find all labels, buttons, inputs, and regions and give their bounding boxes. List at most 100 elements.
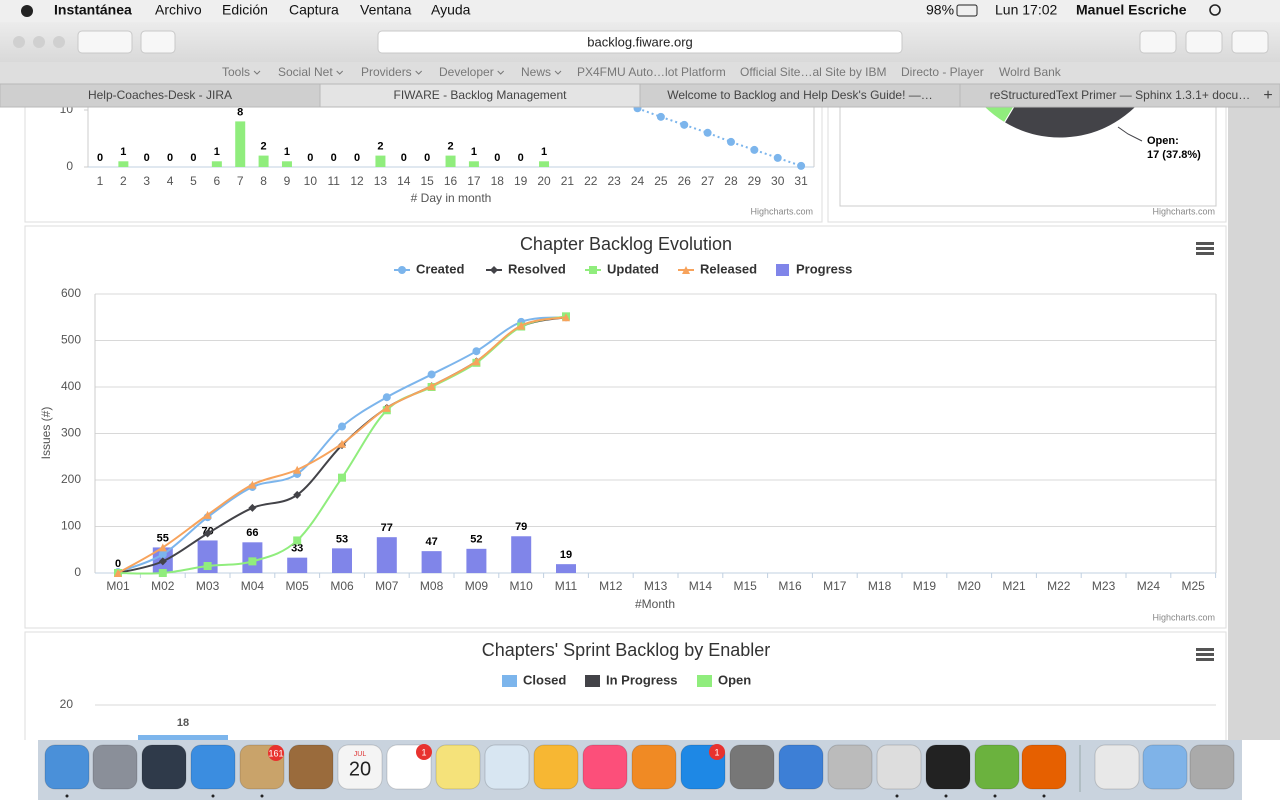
- credits[interactable]: Highcharts.com: [1152, 612, 1215, 622]
- dock-icon[interactable]: [1189, 744, 1235, 790]
- dock-icon[interactable]: [190, 744, 236, 790]
- dock-icon[interactable]: [533, 744, 579, 790]
- menu-item[interactable]: Ventana: [360, 2, 412, 18]
- bookmark[interactable]: Developer: [439, 65, 494, 79]
- chart-menu-icon[interactable]: [1196, 648, 1214, 661]
- marker: [680, 120, 689, 129]
- tab-title[interactable]: reStructuredText Primer — Sphinx 1.3.1+ …: [990, 88, 1250, 102]
- legend-label[interactable]: Created: [416, 261, 464, 276]
- dock-icon[interactable]: [729, 744, 775, 790]
- legend-label[interactable]: Open: [718, 672, 751, 687]
- legend-symbol: [502, 675, 517, 687]
- x-tick-label: 30: [771, 174, 785, 188]
- apple-logo[interactable]: [21, 5, 33, 17]
- bar: [445, 155, 456, 167]
- dock-icon[interactable]: [92, 744, 138, 790]
- tab[interactable]: [959, 83, 1280, 108]
- url[interactable]: backlog.fiware.org: [587, 34, 693, 49]
- data-label: 0: [97, 152, 103, 164]
- dock-icon[interactable]: [44, 744, 90, 790]
- bar: [258, 155, 269, 167]
- bookmark[interactable]: Wolrd Bank: [999, 65, 1062, 79]
- bookmark[interactable]: News: [521, 65, 551, 79]
- menu-item[interactable]: Archivo: [155, 2, 202, 18]
- data-label: 1: [541, 146, 547, 158]
- marker: [203, 510, 212, 519]
- dock-icon[interactable]: [435, 744, 481, 790]
- dock-icon[interactable]: [484, 744, 530, 790]
- legend-label[interactable]: Closed: [523, 672, 566, 687]
- legend-label[interactable]: Progress: [796, 261, 852, 276]
- url-field[interactable]: [377, 30, 903, 54]
- x-tick-label: M03: [196, 579, 220, 593]
- running-indicator: [895, 794, 899, 798]
- legend-label[interactable]: Released: [700, 261, 757, 276]
- menu-item[interactable]: Edición: [222, 2, 268, 18]
- menu-item[interactable]: Ayuda: [431, 2, 471, 18]
- spotlight[interactable]: [1209, 4, 1221, 16]
- bookmark[interactable]: Official Site…al Site by IBM: [740, 65, 887, 79]
- dock-icon[interactable]: [974, 744, 1020, 790]
- tabs-button[interactable]: [1185, 30, 1223, 54]
- chart-menu-icon[interactable]: [1196, 242, 1214, 255]
- dock-icon[interactable]: [1142, 744, 1188, 790]
- dock-icon[interactable]: [631, 744, 677, 790]
- legend-label[interactable]: In Progress: [606, 672, 678, 687]
- window-zoom[interactable]: [53, 36, 65, 48]
- x-tick-label: 15: [421, 174, 435, 188]
- x-tick-label: 1: [97, 174, 104, 188]
- bookmark[interactable]: Directo - Player: [901, 65, 984, 79]
- sidebar-button[interactable]: [140, 30, 176, 54]
- y-tick-label: 100: [61, 519, 81, 533]
- dock-icon[interactable]: [827, 744, 873, 790]
- bar: [376, 537, 397, 573]
- share-button[interactable]: [1139, 30, 1177, 54]
- x-tick-label: M10: [510, 579, 534, 593]
- y-tick-label: 600: [61, 286, 81, 300]
- bookmark[interactable]: Tools: [222, 65, 250, 79]
- legend-label[interactable]: Resolved: [508, 261, 566, 276]
- dock-icon[interactable]: [876, 744, 922, 790]
- menu-item[interactable]: Captura: [289, 2, 339, 18]
- x-tick-label: 11: [327, 174, 340, 188]
- dock-icon[interactable]: [925, 744, 971, 790]
- dock-icon[interactable]: [337, 744, 383, 790]
- dock-icon[interactable]: [582, 744, 628, 790]
- tab-title[interactable]: FIWARE - Backlog Management: [394, 88, 568, 102]
- credits[interactable]: Highcharts.com: [1152, 206, 1215, 216]
- dock-icon[interactable]: [288, 744, 334, 790]
- tab-title[interactable]: Welcome to Backlog and Help Desk's Guide…: [667, 88, 933, 102]
- window-minimize[interactable]: [33, 36, 45, 48]
- bookmarks-bar: [0, 62, 1280, 84]
- data-label: 8: [237, 106, 243, 118]
- tab-title[interactable]: Help-Coaches-Desk - JIRA: [88, 88, 232, 102]
- line: [637, 107, 802, 167]
- x-tick-label: 12: [350, 174, 364, 188]
- data-label: 0: [144, 152, 150, 164]
- bookmark[interactable]: Providers: [361, 65, 412, 79]
- legend-label[interactable]: Updated: [607, 261, 659, 276]
- new-tab[interactable]: +: [1263, 87, 1272, 104]
- dock-icon[interactable]: [1094, 744, 1140, 790]
- dock-icon[interactable]: [141, 744, 187, 790]
- window-close[interactable]: [13, 36, 25, 48]
- download-button[interactable]: [1231, 30, 1269, 54]
- app-name[interactable]: Instantánea: [54, 2, 132, 18]
- nav-buttons[interactable]: [77, 30, 133, 54]
- x-tick-label: M20: [958, 579, 982, 593]
- clock[interactable]: Lun 17:02: [995, 2, 1057, 18]
- bar: [375, 155, 386, 167]
- dock-icon[interactable]: [778, 744, 824, 790]
- x-tick-label: M22: [1047, 579, 1071, 593]
- user[interactable]: Manuel Escriche: [1076, 2, 1187, 18]
- dropdown-arrow: [497, 70, 505, 75]
- x-tick-label: 25: [654, 174, 668, 188]
- data-label: 33: [291, 543, 303, 555]
- bookmark[interactable]: Social Net: [278, 65, 333, 79]
- dock-icon[interactable]: [1021, 744, 1067, 790]
- bookmark[interactable]: PX4FMU Auto…lot Platform: [577, 65, 726, 79]
- credits[interactable]: Highcharts.com: [750, 206, 813, 216]
- data-label: 19: [560, 549, 572, 561]
